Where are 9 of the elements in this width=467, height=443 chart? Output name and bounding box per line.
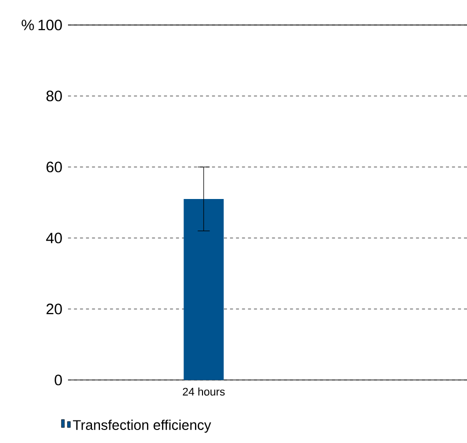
y-tick-label: 80 [46,90,62,102]
y-tick-label: 60 [46,162,62,172]
y-tick-label: 40 [46,232,62,244]
x-tick-label: 24 hours [182,388,225,396]
legend-label: Transfection efficiency [72,420,212,433]
y-tick-label: 0 [54,374,62,386]
y-axis-title: % [22,20,34,30]
y-tick-label: 100 [38,20,62,30]
y-tick-label: 20 [46,304,62,314]
